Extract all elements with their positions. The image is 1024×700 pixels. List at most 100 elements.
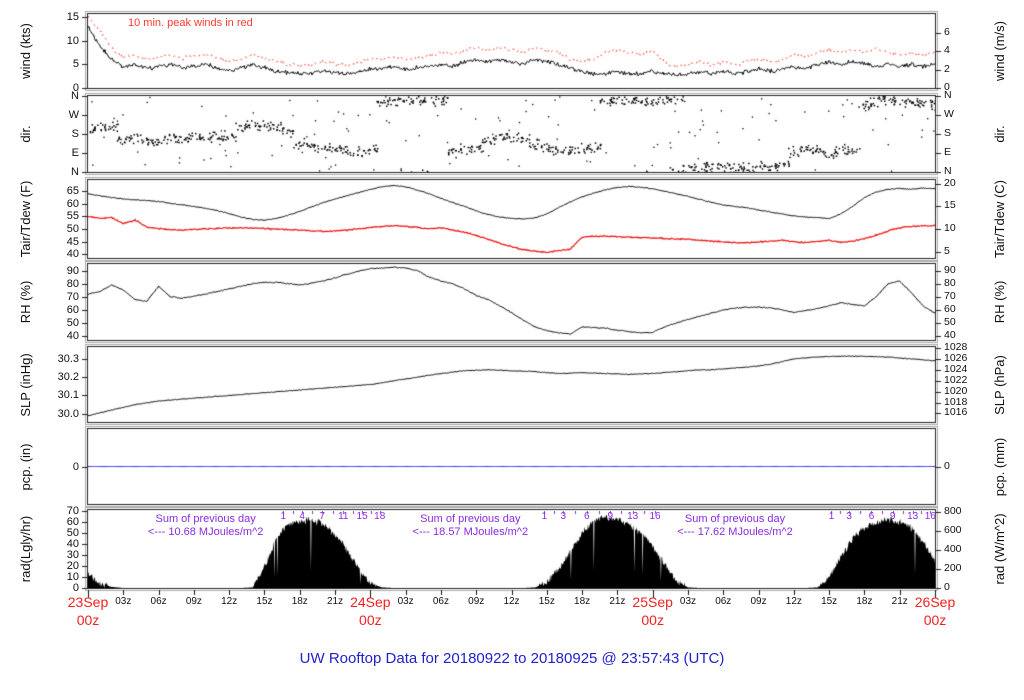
x-minor-tick-label: 06z <box>715 596 732 607</box>
x-minor-tick-label: 06z <box>432 596 449 607</box>
y-tick-label-right-rh: 40 <box>944 328 956 341</box>
y-tick-label-left-temp: 55 <box>66 209 79 222</box>
axis-title-left-slp: SLP (inHg) <box>17 352 33 417</box>
y-tick-label-left-rh: 80 <box>66 277 79 290</box>
y-tick-label-right-temp: 20 <box>944 176 956 189</box>
rad-hour-label-2-5: 16 <box>924 511 936 522</box>
y-tick-label-right-rh: 80 <box>944 276 956 289</box>
x-major-date-2: 25Sep <box>632 594 673 610</box>
x-minor-tick-label: 12z <box>221 596 238 607</box>
y-tick-label-left-dir: N <box>71 165 79 178</box>
chart-title: UW Rooftop Data for 20180922 to 20180925… <box>299 650 725 667</box>
y-tick-label-right-rad: 800 <box>944 504 962 517</box>
y-tick-label-right-slp: 1028 <box>944 340 968 353</box>
axis-title-left-pcp: pcp. (in) <box>17 443 33 490</box>
x-minor-tick-label: 09z <box>185 596 202 607</box>
axis-title-left-wind: wind (kts) <box>17 23 33 79</box>
y-tick-label-right-dir: N <box>944 164 952 177</box>
y-tick-label-right-slp: 1016 <box>944 405 968 418</box>
rad-hour-label-1-5: 16 <box>649 511 661 522</box>
axis-title-right-slp: SLP (hPa) <box>991 354 1007 415</box>
y-tick-label-left-temp: 60 <box>66 197 79 210</box>
x-major-date-3: 26Sep <box>914 594 956 610</box>
x-minor-tick-label: 21z <box>326 596 344 607</box>
y-tick-label-left-rad: 60 <box>66 515 79 528</box>
rad-hour-label-2-2: 6 <box>868 511 875 522</box>
y-tick-label-left-rad: 70 <box>66 504 79 517</box>
y-tick-label-right-dir: S <box>944 126 952 139</box>
x-minor-tick-label: 12z <box>785 596 802 607</box>
y-tick-label-left-slp: 30.1 <box>57 388 79 401</box>
y-tick-label-left-temp: 40 <box>66 247 79 260</box>
rad-hour-label-1-1: 3 <box>560 511 567 522</box>
axis-title-left-rad: rad(Lgly/hr) <box>17 515 33 583</box>
y-tick-label-right-dir: E <box>944 145 952 158</box>
y-tick-label-right-rad: 400 <box>944 542 962 555</box>
y-tick-label-right-temp: 15 <box>944 198 956 211</box>
y-tick-label-right-dir: W <box>944 107 954 120</box>
x-major-time-0: 00z <box>76 612 100 628</box>
y-tick-label-right-wind: 2 <box>944 62 950 75</box>
rad-sum-annotation-2-line2: <--- 17.62 MJoules/m^2 <box>677 526 793 538</box>
x-minor-tick-label: 09z <box>750 596 767 607</box>
y-tick-label-left-rh: 70 <box>66 290 79 303</box>
y-tick-label-right-temp: 5 <box>944 244 950 257</box>
y-tick-label-right-rh: 70 <box>944 289 956 302</box>
y-tick-label-left-dir: S <box>71 127 79 140</box>
x-major-time-1: 00z <box>359 612 382 628</box>
y-tick-label-right-slp: 1026 <box>944 351 968 364</box>
y-tick-label-right-slp: 1020 <box>944 384 968 397</box>
y-tick-label-right-rad: 600 <box>944 523 962 536</box>
y-tick-label-left-rad: 50 <box>66 526 79 539</box>
x-minor-tick-label: 18z <box>574 596 591 607</box>
axis-title-right-temp: Tair/Tdew (C) <box>991 179 1007 259</box>
x-major-date-1: 24Sep <box>350 594 391 610</box>
y-tick-label-left-rh: 40 <box>66 329 79 342</box>
y-tick-label-left-rh: 90 <box>66 264 79 277</box>
y-tick-label-right-rad: 200 <box>944 561 962 574</box>
rad-sum-annotation-2-line1: Sum of previous day <box>684 513 786 525</box>
axis-title-right-rh: RH (%) <box>991 280 1007 324</box>
x-minor-tick-label: 21z <box>891 596 908 607</box>
x-minor-tick-label: 03z <box>397 596 414 607</box>
y-tick-label-right-rh: 50 <box>944 315 956 328</box>
x-minor-tick-label: 15z <box>821 596 838 607</box>
y-tick-label-left-slp: 30.2 <box>57 370 79 383</box>
rad-sum-annotation-0-line1: Sum of previous day <box>155 513 256 525</box>
axis-title-left-rh: RH (%) <box>17 280 33 324</box>
rad-sum-annotation-1-line2: <--- 18.57 MJoules/m^2 <box>412 526 529 538</box>
y-tick-label-left-dir: N <box>71 89 79 102</box>
rad-hour-label-0-4: 15 <box>356 511 368 522</box>
x-minor-tick-label: 09z <box>468 596 485 607</box>
y-tick-label-left-wind: 5 <box>72 57 79 70</box>
y-tick-label-left-rh: 60 <box>66 303 79 316</box>
y-tick-label-left-rad: 0 <box>72 581 79 594</box>
y-tick-label-right-slp: 1018 <box>944 395 968 408</box>
y-tick-label-left-temp: 65 <box>66 184 79 197</box>
axis-title-left-temp: Tair/Tdew (F) <box>17 180 33 258</box>
y-tick-label-right-rad: 0 <box>944 580 950 593</box>
axis-title-right-rad: rad (W/m^2) <box>991 513 1007 585</box>
x-major-date-0: 23Sep <box>67 594 109 610</box>
rad-hour-label-0-1: 4 <box>299 511 305 522</box>
rad-hour-label-1-3: 9 <box>607 511 614 522</box>
x-minor-tick-label: 03z <box>115 596 132 607</box>
y-tick-label-right-slp: 1022 <box>944 373 968 386</box>
x-minor-tick-label: 18z <box>291 596 308 607</box>
y-tick-label-left-wind: 10 <box>66 34 79 47</box>
rad-sum-annotation-0-line2: <--- 10.68 MJoules/m^2 <box>147 526 264 538</box>
x-major-time-2: 00z <box>641 612 664 628</box>
y-tick-label-left-rad: 30 <box>66 548 79 561</box>
rad-hour-label-2-3: 9 <box>889 511 896 522</box>
x-minor-tick-label: 15z <box>256 596 273 607</box>
axis-title-left-dir: dir. <box>17 125 33 143</box>
x-minor-tick-label: 15z <box>538 596 555 607</box>
y-tick-label-right-rh: 60 <box>944 302 956 315</box>
y-tick-label-right-wind: 0 <box>944 80 950 93</box>
y-tick-label-left-dir: W <box>68 108 79 121</box>
rad-hour-label-0-0: 1 <box>280 511 287 522</box>
y-tick-label-right-wind: 4 <box>944 43 950 56</box>
x-minor-tick-label: 21z <box>609 596 626 607</box>
axis-title-right-wind: wind (m/s) <box>991 21 1007 81</box>
